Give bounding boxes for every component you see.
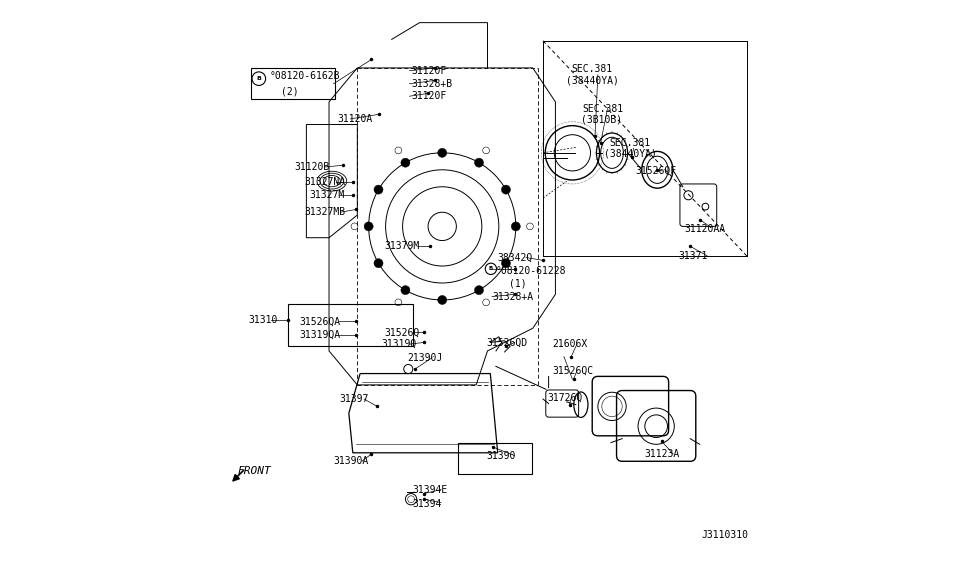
Text: 31327M: 31327M: [310, 190, 345, 200]
Text: 31120B: 31120B: [293, 162, 330, 172]
Text: 31394: 31394: [412, 499, 443, 509]
Text: SEC.381: SEC.381: [583, 104, 624, 114]
Text: 31120A: 31120A: [337, 114, 372, 124]
Text: 38342Q: 38342Q: [497, 252, 533, 263]
Text: B: B: [256, 76, 261, 81]
Text: 31319Q: 31319Q: [381, 339, 417, 349]
Text: SEC.381: SEC.381: [571, 64, 612, 74]
Text: 31328+A: 31328+A: [492, 291, 533, 302]
Text: 21390J: 21390J: [408, 353, 443, 363]
Text: 31120F: 31120F: [411, 91, 447, 101]
Text: (1): (1): [509, 278, 527, 289]
Text: SEC.381: SEC.381: [609, 138, 650, 148]
Text: 31526QC: 31526QC: [553, 366, 594, 376]
Text: (2): (2): [281, 87, 298, 97]
Text: 31390: 31390: [487, 451, 516, 461]
Circle shape: [374, 185, 383, 194]
Circle shape: [475, 158, 484, 167]
Text: 31319QA: 31319QA: [299, 330, 340, 340]
Text: 31397: 31397: [339, 394, 369, 404]
Circle shape: [511, 222, 521, 231]
Circle shape: [501, 259, 511, 268]
Text: °08120-6162B: °08120-6162B: [270, 71, 340, 82]
Text: 31328+B: 31328+B: [411, 79, 452, 89]
Text: 21606X: 21606X: [553, 339, 588, 349]
Circle shape: [401, 286, 410, 295]
Circle shape: [364, 222, 373, 231]
Text: J3110310: J3110310: [701, 530, 749, 540]
Text: 31526QF: 31526QF: [636, 166, 677, 176]
Text: 31310: 31310: [249, 315, 278, 325]
Text: (38440YA): (38440YA): [604, 149, 656, 159]
Circle shape: [401, 158, 410, 167]
Circle shape: [438, 295, 447, 305]
Text: 31123A: 31123A: [644, 449, 681, 459]
Text: 31327MB: 31327MB: [304, 207, 345, 217]
Text: 31394E: 31394E: [412, 484, 449, 495]
Text: B: B: [488, 267, 493, 271]
Text: 31371: 31371: [679, 251, 708, 261]
Circle shape: [374, 259, 383, 268]
Text: (3B10B): (3B10B): [581, 115, 622, 125]
Text: 31726Q: 31726Q: [547, 392, 582, 402]
Text: 31526QD: 31526QD: [487, 337, 527, 348]
Text: 31120F: 31120F: [411, 66, 447, 76]
Text: °08120-61228: °08120-61228: [496, 265, 566, 276]
Text: 31390A: 31390A: [333, 456, 369, 466]
Text: 31526Q: 31526Q: [384, 327, 420, 337]
Circle shape: [475, 286, 484, 295]
Text: 31120AA: 31120AA: [684, 224, 725, 234]
Text: 31327NA: 31327NA: [304, 177, 345, 187]
Text: (38440YA): (38440YA): [566, 75, 618, 85]
Circle shape: [438, 148, 447, 157]
Text: 31379M: 31379M: [384, 241, 420, 251]
Text: 31526QA: 31526QA: [299, 316, 340, 327]
Text: FRONT: FRONT: [237, 466, 271, 476]
Circle shape: [501, 185, 511, 194]
